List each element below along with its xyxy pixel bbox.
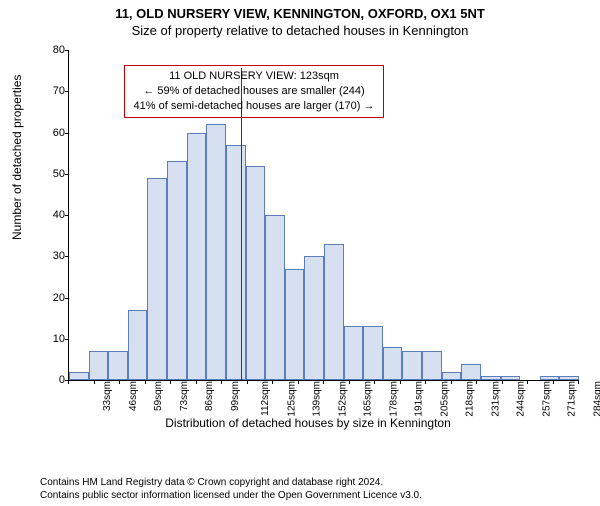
y-tick-mark <box>65 133 69 134</box>
x-tick-label: 46sqm <box>128 381 139 411</box>
histogram-bar <box>167 161 187 380</box>
x-tick-mark <box>170 380 171 384</box>
y-tick-label: 30 <box>39 250 65 262</box>
histogram-bar <box>540 376 560 380</box>
x-tick-mark <box>349 380 350 384</box>
y-tick-label: 20 <box>39 292 65 304</box>
x-tick-label: 33sqm <box>102 381 113 411</box>
x-tick-mark <box>94 380 95 384</box>
x-tick-mark <box>374 380 375 384</box>
plot-area: 0102030405060708011 OLD NURSERY VIEW: 12… <box>68 50 579 381</box>
x-tick-mark <box>196 380 197 384</box>
x-tick-label: 178sqm <box>388 381 399 417</box>
histogram-bar <box>246 166 266 381</box>
histogram-bar <box>402 351 422 380</box>
x-tick-label: 218sqm <box>465 381 476 417</box>
histogram-bar <box>559 376 579 380</box>
x-tick-label: 139sqm <box>312 381 323 417</box>
footer-attribution: Contains HM Land Registry data © Crown c… <box>40 476 422 502</box>
x-tick-mark <box>247 380 248 384</box>
x-tick-label: 125sqm <box>286 381 297 417</box>
x-tick-label: 73sqm <box>179 381 190 411</box>
histogram-bar <box>442 372 462 380</box>
x-tick-mark <box>145 380 146 384</box>
x-tick-mark <box>68 380 69 384</box>
y-tick-mark <box>65 215 69 216</box>
y-tick-mark <box>65 339 69 340</box>
callout-line-2: ← 59% of detached houses are smaller (24… <box>131 84 377 99</box>
y-tick-mark <box>65 50 69 51</box>
x-tick-label: 59sqm <box>153 381 164 411</box>
histogram-bar <box>324 244 344 380</box>
x-tick-label: 284sqm <box>592 381 600 417</box>
footer-line-2: Contains public sector information licen… <box>40 489 422 502</box>
x-tick-mark <box>400 380 401 384</box>
x-tick-mark <box>323 380 324 384</box>
y-tick-label: 80 <box>39 44 65 56</box>
histogram-bar <box>481 376 501 380</box>
x-tick-label: 152sqm <box>337 381 348 417</box>
x-tick-mark <box>221 380 222 384</box>
x-tick-label: 86sqm <box>204 381 215 411</box>
y-tick-label: 0 <box>39 374 65 386</box>
y-tick-label: 60 <box>39 127 65 139</box>
y-tick-mark <box>65 91 69 92</box>
footer-line-1: Contains HM Land Registry data © Crown c… <box>40 476 422 489</box>
y-tick-label: 40 <box>39 209 65 221</box>
histogram-bar <box>89 351 109 380</box>
histogram-bar <box>147 178 167 380</box>
histogram-bar <box>187 133 207 381</box>
y-tick-label: 10 <box>39 333 65 345</box>
histogram-bar <box>206 124 226 380</box>
x-tick-mark <box>527 380 528 384</box>
callout-line-3: 41% of semi-detached houses are larger (… <box>131 99 377 114</box>
histogram-bar <box>304 256 324 380</box>
x-tick-mark <box>119 380 120 384</box>
y-tick-mark <box>65 174 69 175</box>
x-tick-label: 99sqm <box>230 381 241 411</box>
histogram-bar <box>108 351 128 380</box>
x-tick-mark <box>476 380 477 384</box>
x-tick-label: 191sqm <box>414 381 425 417</box>
x-tick-label: 257sqm <box>541 381 552 417</box>
x-tick-label: 244sqm <box>516 381 527 417</box>
callout-line-1: 11 OLD NURSERY VIEW: 123sqm <box>131 69 377 84</box>
x-tick-mark <box>553 380 554 384</box>
histogram-bar <box>422 351 442 380</box>
histogram-bar <box>383 347 403 380</box>
histogram-bar <box>285 269 305 380</box>
x-tick-mark <box>578 380 579 384</box>
chart-title-address: 11, OLD NURSERY VIEW, KENNINGTON, OXFORD… <box>0 6 600 21</box>
histogram-bar <box>265 215 285 380</box>
x-tick-label: 231sqm <box>490 381 501 417</box>
histogram-bar <box>344 326 364 380</box>
histogram-bar <box>501 376 521 380</box>
histogram-bar <box>363 326 383 380</box>
x-tick-mark <box>272 380 273 384</box>
y-tick-label: 50 <box>39 168 65 180</box>
histogram-bar <box>226 145 246 380</box>
y-tick-mark <box>65 256 69 257</box>
y-tick-mark <box>65 298 69 299</box>
chart-title-desc: Size of property relative to detached ho… <box>0 23 600 38</box>
x-tick-mark <box>298 380 299 384</box>
histogram-bar <box>69 372 89 380</box>
x-tick-label: 112sqm <box>260 381 271 416</box>
x-tick-mark <box>425 380 426 384</box>
y-axis-label: Number of detached properties <box>10 75 24 240</box>
x-tick-label: 165sqm <box>363 381 374 417</box>
x-tick-label: 205sqm <box>439 381 450 417</box>
chart-container: Number of detached properties 0102030405… <box>28 50 588 430</box>
x-tick-mark <box>502 380 503 384</box>
histogram-bar <box>461 364 481 381</box>
x-tick-mark <box>451 380 452 384</box>
marker-callout: 11 OLD NURSERY VIEW: 123sqm← 59% of deta… <box>124 65 384 118</box>
x-axis-label: Distribution of detached houses by size … <box>28 416 588 430</box>
x-tick-label: 271sqm <box>567 381 578 417</box>
y-tick-label: 70 <box>39 85 65 97</box>
histogram-bar <box>128 310 148 380</box>
